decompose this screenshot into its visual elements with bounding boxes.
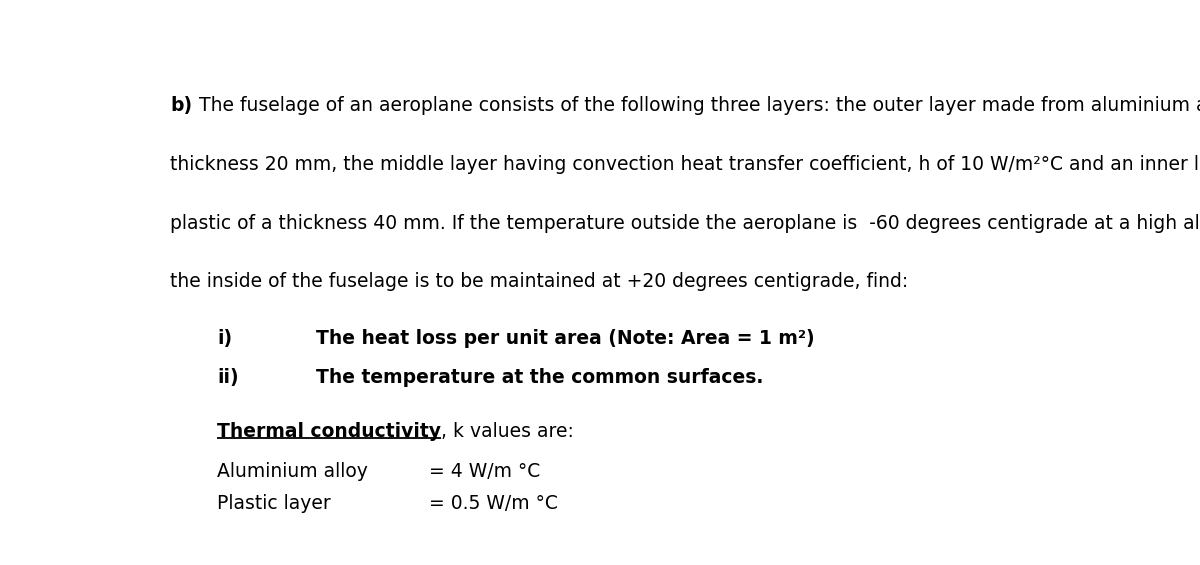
Text: Thermal conductivity: Thermal conductivity [217, 423, 440, 441]
Text: The heat loss per unit area (Note: Area = 1 m²): The heat loss per unit area (Note: Area … [316, 329, 814, 348]
Text: , k values are:: , k values are: [440, 423, 574, 441]
Text: i): i) [217, 329, 232, 348]
Text: Aluminium alloy: Aluminium alloy [217, 462, 368, 480]
Text: thickness 20 mm, the middle layer having convection heat transfer coefficient, h: thickness 20 mm, the middle layer having… [170, 155, 1200, 174]
Text: b): b) [170, 96, 192, 115]
Text: = 0.5 W/m °C: = 0.5 W/m °C [430, 494, 558, 513]
Text: The temperature at the common surfaces.: The temperature at the common surfaces. [316, 368, 763, 387]
Text: = 4 W/m °C: = 4 W/m °C [430, 462, 540, 480]
Text: the inside of the fuselage is to be maintained at +20 degrees centigrade, find:: the inside of the fuselage is to be main… [170, 272, 908, 292]
Text: plastic of a thickness 40 mm. If the temperature outside the aeroplane is  -60 d: plastic of a thickness 40 mm. If the tem… [170, 214, 1200, 233]
Text: Plastic layer: Plastic layer [217, 494, 331, 513]
Text: ii): ii) [217, 368, 239, 387]
Text: The fuselage of an aeroplane consists of the following three layers: the outer l: The fuselage of an aeroplane consists of… [192, 96, 1200, 115]
